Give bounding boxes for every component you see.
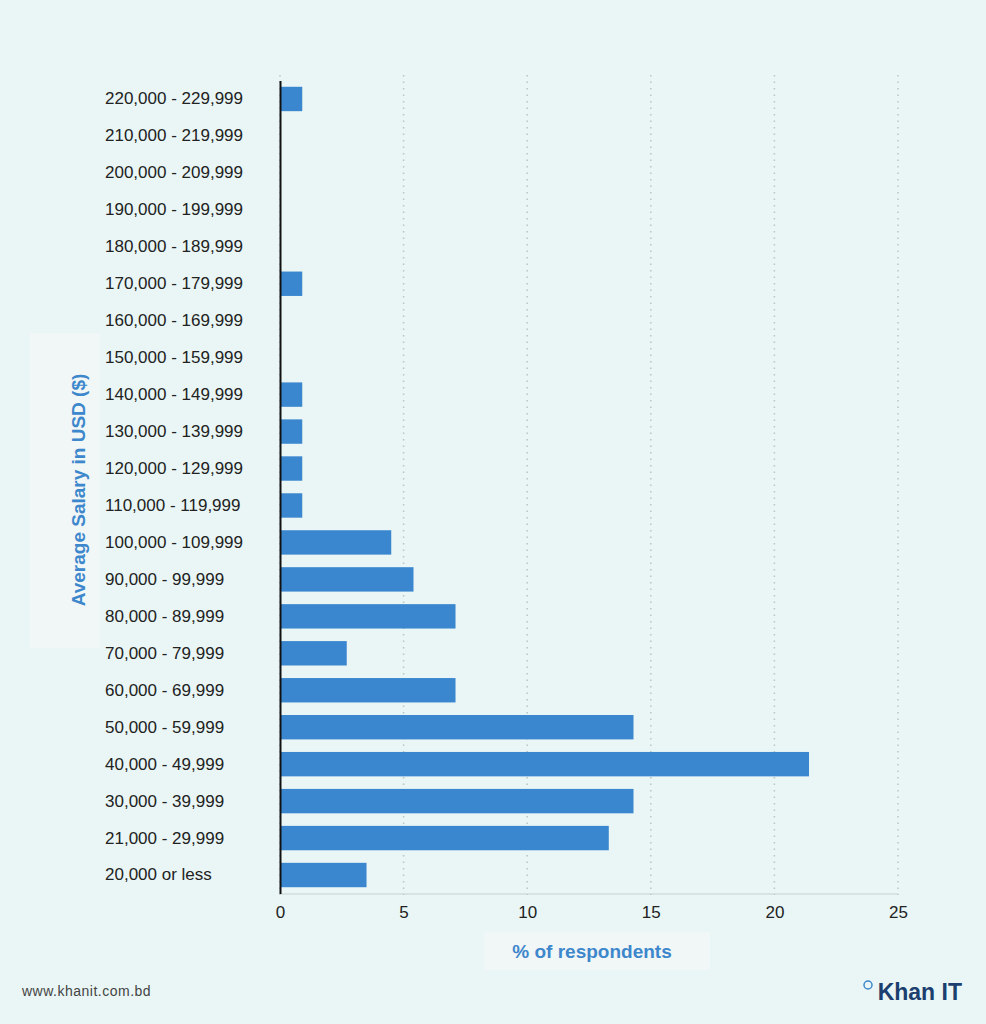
y-tick: 160,000 - 169,999 (105, 311, 243, 330)
y-tick-label: 50,000 - 59,999 (105, 718, 224, 737)
y-tick-label: 110,000 - 119,999 (105, 496, 241, 515)
x-axis: 0 5 10 15 20 25 (276, 894, 908, 922)
bar (280, 604, 456, 628)
x-tick: 5 (399, 894, 408, 922)
y-tick-label: 140,000 - 149,999 (105, 385, 243, 404)
x-tick: 20 (765, 894, 784, 922)
y-tick: 30,000 - 39,999 (105, 792, 224, 811)
y-tick-label: 130,000 - 139,999 (105, 422, 243, 441)
y-tick: 50,000 - 59,999 (105, 718, 224, 737)
chart: 0 5 10 15 20 25 20,000 or less 21,000 - 29,999 3… (0, 0, 986, 1024)
x-tick: 25 (889, 894, 908, 922)
y-tick-label: 150,000 - 159,999 (105, 348, 243, 367)
grid (280, 75, 898, 895)
y-tick-label: 160,000 - 169,999 (105, 311, 243, 330)
y-tick-label: 60,000 - 69,999 (105, 681, 224, 700)
bar (280, 789, 633, 813)
y-tick: 20,000 or less (105, 865, 212, 884)
x-label: % of respondents (512, 941, 671, 962)
bar (280, 715, 633, 739)
y-label-box (30, 333, 100, 648)
y-tick: 70,000 - 79,999 (105, 644, 224, 663)
x-tick: 15 (642, 894, 661, 922)
bar (280, 678, 456, 702)
x-tick-label: 15 (642, 903, 661, 922)
y-tick: 170,000 - 179,999 (105, 274, 243, 293)
y-tick: 120,000 - 129,999 (105, 459, 243, 478)
y-tick: 140,000 - 149,999 (105, 385, 243, 404)
bar (280, 87, 302, 111)
y-tick: 220,000 - 229,999 (105, 89, 243, 108)
y-tick: 180,000 - 189,999 (105, 237, 243, 256)
y-tick: 60,000 - 69,999 (105, 681, 224, 700)
y-tick: 130,000 - 139,999 (105, 422, 243, 441)
y-tick: 90,000 - 99,999 (105, 570, 224, 589)
grid-line (279, 75, 281, 895)
y-label: Average Salary in USD ($) (68, 374, 89, 607)
bar (280, 456, 302, 480)
bars (280, 87, 809, 887)
y-tick: 110,000 - 119,999 (105, 496, 241, 515)
y-tick-label: 170,000 - 179,999 (105, 274, 243, 293)
grid-line (897, 75, 899, 895)
y-tick-label: 80,000 - 89,999 (105, 607, 224, 626)
bar (280, 493, 302, 517)
y-tick-label: 30,000 - 39,999 (105, 792, 224, 811)
y-tick: 200,000 - 209,999 (105, 163, 243, 182)
bar (280, 863, 367, 887)
y-axis-line (280, 81, 282, 894)
y-tick: 100,000 - 109,999 (105, 533, 243, 552)
x-tick-label: 5 (399, 903, 408, 922)
bar (280, 567, 413, 591)
x-axis-line (281, 894, 899, 895)
y-tick-label: 90,000 - 99,999 (105, 570, 224, 589)
bar (280, 752, 809, 776)
y-tick-label: 21,000 - 29,999 (105, 829, 224, 848)
y-axis: 20,000 or less 21,000 - 29,999 30,000 - 39… (105, 81, 281, 894)
y-tick-label: 20,000 or less (105, 865, 212, 884)
y-tick: 190,000 - 199,999 (105, 200, 243, 219)
bar (280, 419, 302, 443)
bar (280, 826, 609, 850)
bar (280, 641, 347, 665)
y-tick: 80,000 - 89,999 (105, 607, 224, 626)
y-tick-label: 190,000 - 199,999 (105, 200, 243, 219)
x-tick-label: 20 (765, 903, 784, 922)
y-tick-label: 120,000 - 129,999 (105, 459, 243, 478)
bar (280, 272, 302, 296)
x-tick-label: 0 (276, 903, 285, 922)
x-tick-label: 25 (889, 903, 908, 922)
logo-text: Khan IT (878, 979, 962, 1005)
logo-icon (864, 981, 872, 989)
footer-source: www.khanit.com.bd (21, 983, 151, 999)
x-label-box (484, 932, 710, 970)
y-tick-label: 220,000 - 229,999 (105, 89, 243, 108)
background (0, 0, 986, 1024)
x-tick-label: 10 (518, 903, 537, 922)
logo: Khan IT (864, 979, 962, 1005)
y-tick-label: 180,000 - 189,999 (105, 237, 243, 256)
y-tick-label: 100,000 - 109,999 (105, 533, 243, 552)
y-tick: 150,000 - 159,999 (105, 348, 243, 367)
y-tick: 40,000 - 49,999 (105, 755, 224, 774)
y-tick-label: 200,000 - 209,999 (105, 163, 243, 182)
y-tick: 21,000 - 29,999 (105, 829, 224, 848)
x-tick: 0 (276, 894, 285, 922)
y-tick-label: 70,000 - 79,999 (105, 644, 224, 663)
y-tick-label: 210,000 - 219,999 (105, 126, 243, 145)
y-tick: 210,000 - 219,999 (105, 126, 243, 145)
y-tick-label: 40,000 - 49,999 (105, 755, 224, 774)
bar (280, 530, 391, 554)
bar (280, 382, 302, 406)
x-tick: 10 (518, 894, 537, 922)
